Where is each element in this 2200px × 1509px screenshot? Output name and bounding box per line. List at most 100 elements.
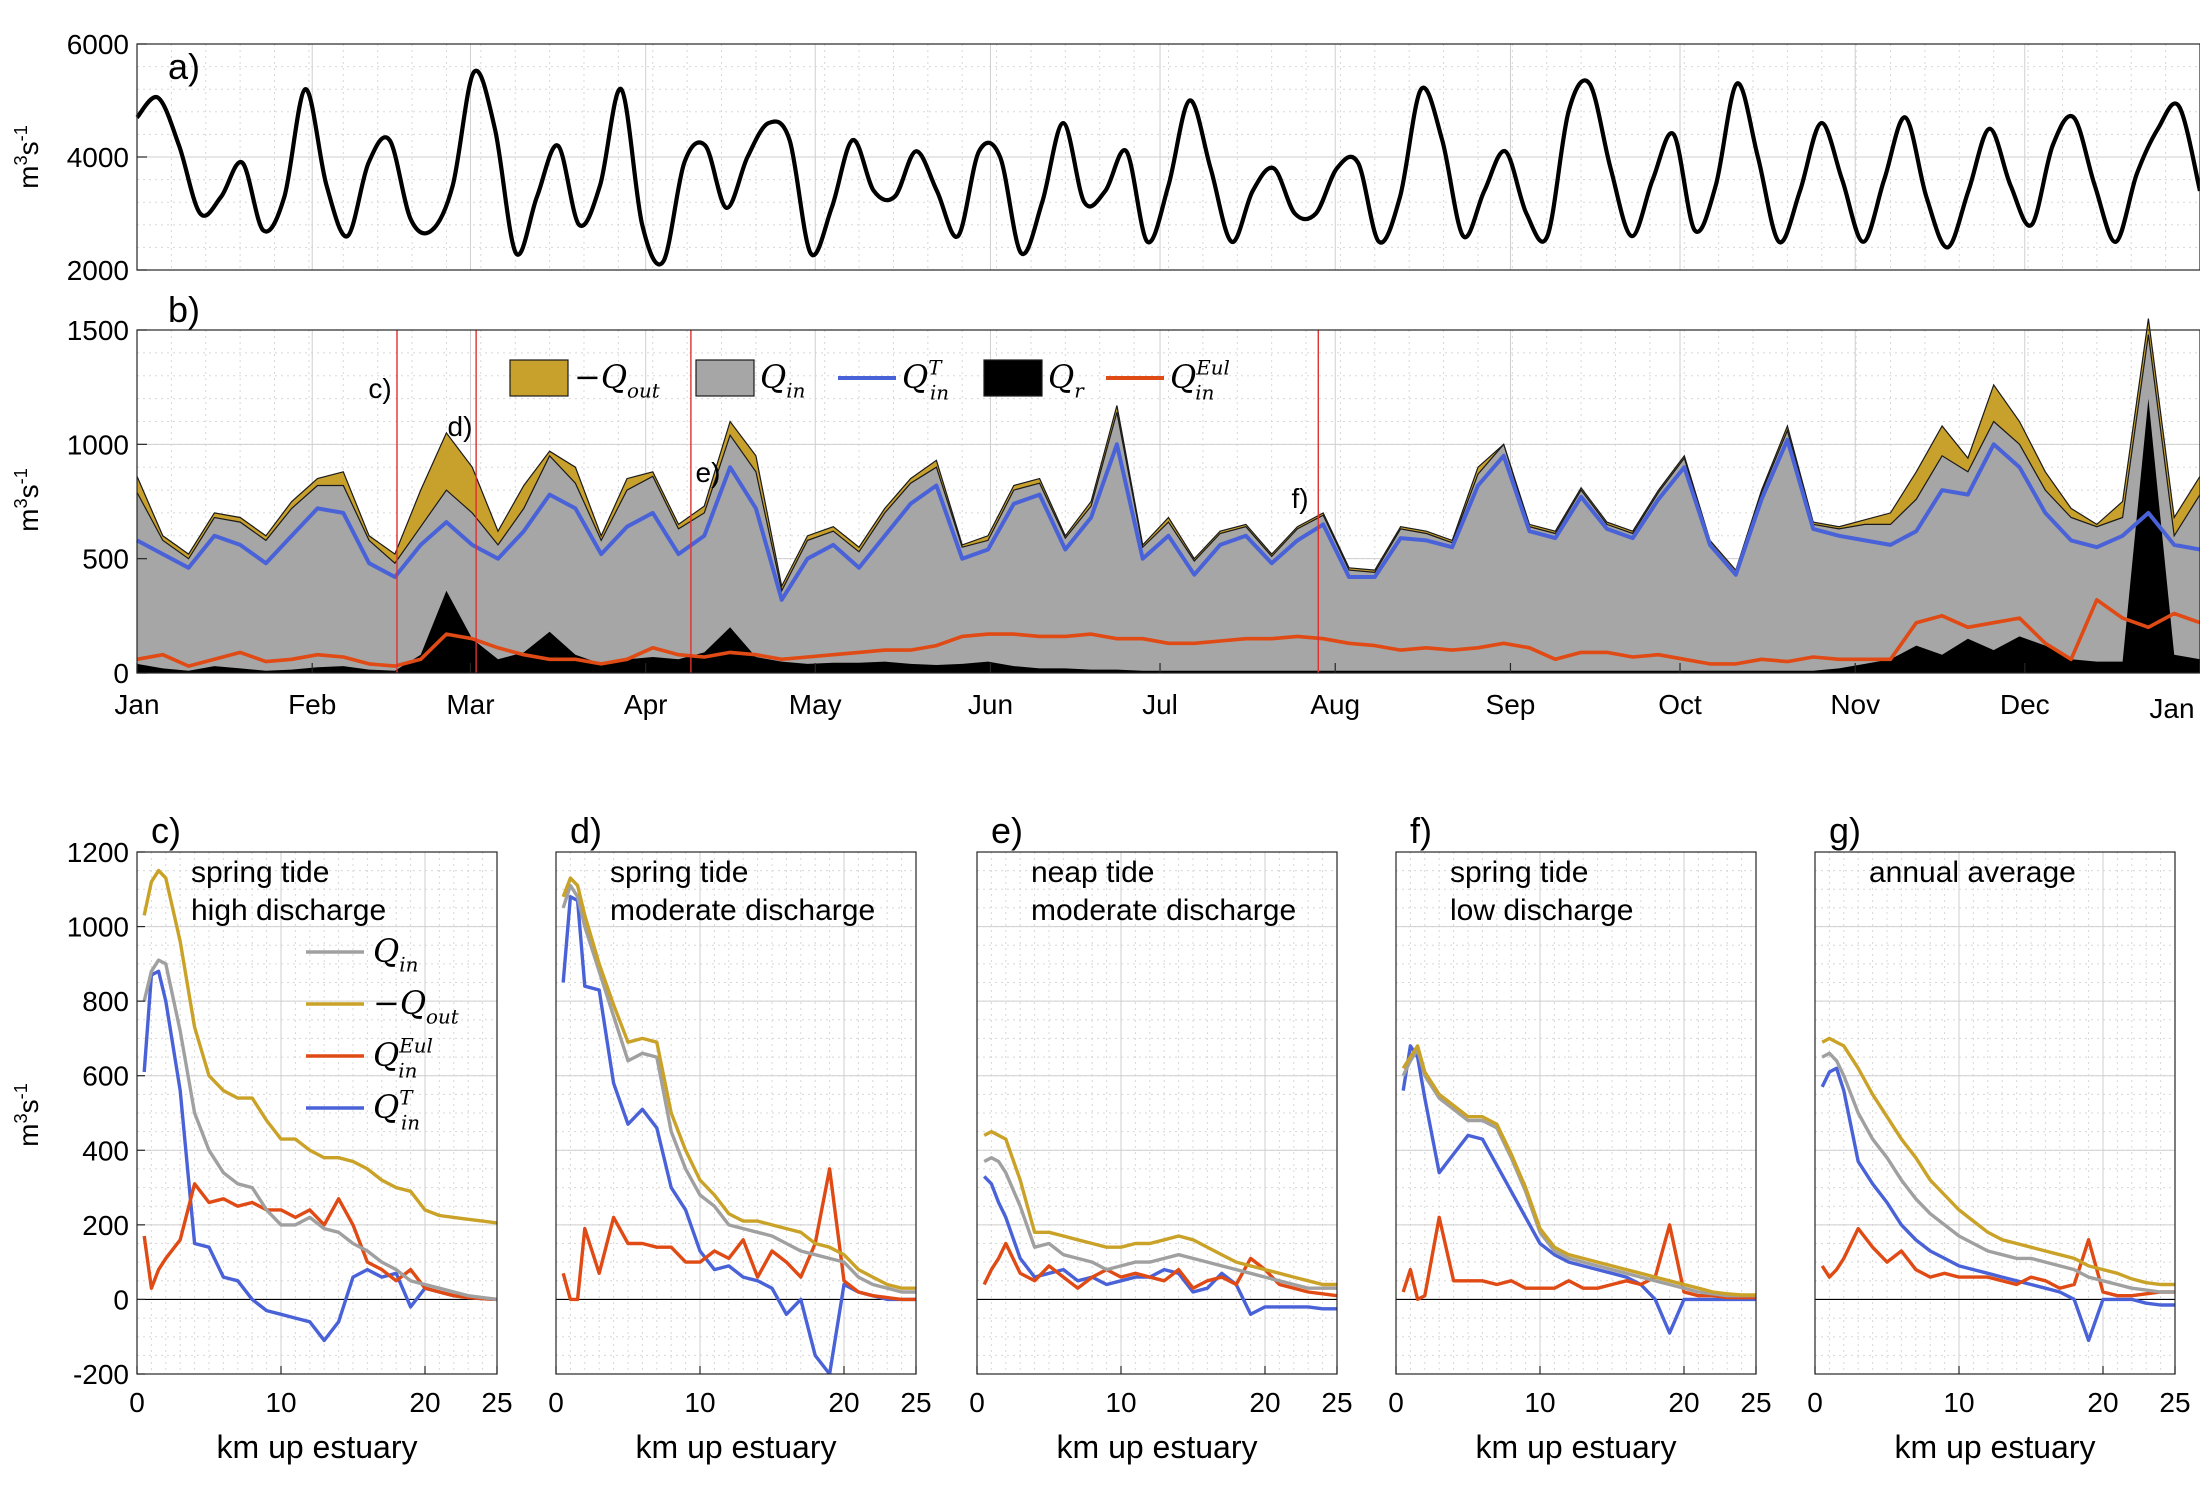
panel-label: d) [570,810,602,851]
x-tick-label: 10 [265,1387,296,1418]
panel-annotation: annual average [1869,856,2076,889]
y-tick-label: 4000 [67,142,129,173]
x-tick-label: Jan [2149,693,2194,724]
axes-frame [136,851,498,1375]
x-axis-label: km up estuary [636,1429,837,1465]
x-axis-label: km up estuary [1057,1429,1258,1465]
x-tick-label: 10 [1943,1387,1974,1418]
legend-label: QT in [902,357,949,405]
panel-annotation: spring tide [610,856,748,889]
y-tick-label: 600 [82,1061,129,1092]
y-tick-label: 1500 [67,315,129,346]
y-tick-label: 500 [82,544,129,575]
legend-swatch [695,359,755,397]
panel-annotation: moderate discharge [1031,894,1296,927]
axes-frame [1814,851,2176,1375]
y-axis-label: m3s-1 [11,125,44,189]
x-axis-label: km up estuary [1476,1429,1677,1465]
qinT-line [136,437,2200,602]
panel-annotation: moderate discharge [610,894,875,927]
panel-label: c) [151,810,181,851]
x-tick-label: Sep [1486,689,1536,720]
x-tick-label: 0 [548,1387,564,1418]
x-tick-label: 10 [1105,1387,1136,1418]
y-tick-label: 800 [82,986,129,1017]
x-tick-label: Feb [288,689,336,720]
event-marker-label: c) [368,373,391,404]
series-line [1401,1047,1756,1298]
x-tick-label: 25 [1321,1387,1352,1418]
axes-frame [1395,851,1757,1375]
y-tick-label: 1000 [67,912,129,943]
series-line [1401,1044,1756,1335]
series-line [983,1129,1337,1287]
x-tick-label: 0 [969,1387,985,1418]
panel-annotation: high discharge [191,894,386,927]
x-tick-label: Oct [1658,689,1702,720]
legend-label: QEul in [373,1035,433,1083]
x-tick-label: 10 [684,1387,715,1418]
x-tick-label: Mar [446,689,494,720]
panel-a: 2000 4000 6000 a) m3s-1 [11,29,2200,286]
y-tick-label: -200 [73,1359,129,1390]
series-line [1820,1226,2175,1298]
panel-f: 0 10 20 25 km up estuary f) spring tide low dis… [1388,810,1771,1465]
event-marker-label: d) [448,411,473,442]
y-tick-label: 1200 [67,837,129,868]
legend-label: −Qout [373,984,459,1029]
legend-label: QT in [373,1087,420,1135]
x-tick-label: Aug [1310,689,1360,720]
discharge-line [135,68,2200,267]
y-tick-label: 1000 [67,429,129,460]
series-line [561,883,916,1294]
x-tick-label: Jun [968,689,1013,720]
x-tick-label: 0 [129,1387,145,1418]
series-line [1401,1215,1756,1302]
y-axis-label: m3s-1 [11,1083,44,1147]
legend-label: Qin [760,358,805,403]
series-line [1820,1066,2175,1343]
x-tick-label: 25 [1740,1387,1771,1418]
x-tick-label: 25 [2159,1387,2190,1418]
x-tick-label: 10 [1524,1387,1555,1418]
x-tick-label: May [789,689,842,720]
x-tick-label: 25 [900,1387,931,1418]
panel-d: 0 10 20 25 km up estuary d)spring tide moderat… [548,810,931,1465]
panel-annotation: spring tide [191,856,329,889]
y-axis-label: m3s-1 [11,468,44,532]
x-tick-label: Apr [624,689,668,720]
event-marker-label: e) [696,457,721,488]
legend-label: Qin [373,932,418,977]
x-tick-label: 20 [409,1387,440,1418]
x-axis-label: km up estuary [1895,1429,2096,1465]
series-line [1401,1044,1756,1297]
panel-e: 0 10 20 25 km up estuary e)neap tide moderate … [969,810,1352,1465]
x-tick-label: 20 [2087,1387,2118,1418]
y-tick-label: 2000 [67,255,129,286]
panel-annotation: neap tide [1031,856,1154,889]
panel-b: c) d) e) f) 0 500 1000 1500 Jan Feb Mar Apr May Jun Ju… [11,289,2200,724]
y-tick-label: 0 [113,658,129,689]
y-tick-label: 200 [82,1210,129,1241]
qout-area-edge [136,318,2200,588]
series-line [561,895,916,1374]
panel-g: 0 10 20 25 km up estuary g)annual average [1807,810,2190,1465]
series-line [142,1182,497,1302]
panel-label: b) [168,289,200,330]
axes-frame [555,851,917,1375]
qin-area [137,334,2200,673]
axes-frame [136,329,2200,674]
legend-swatch [509,359,569,397]
legend: −Qout Qin QT in Qr QEul in [509,357,1230,405]
series-line [561,876,916,1290]
panel-label: g) [1829,810,1861,851]
panel-annotation: low discharge [1450,894,1633,927]
x-tick-label: 20 [1668,1387,1699,1418]
series-line [1821,1051,2175,1294]
legend-label: Qr [1048,358,1085,403]
x-tick-label: 0 [1807,1387,1823,1418]
x-tick-label: 20 [1249,1387,1280,1418]
panel-annotation: spring tide [1450,856,1588,889]
legend-label: −Qout [574,358,660,403]
